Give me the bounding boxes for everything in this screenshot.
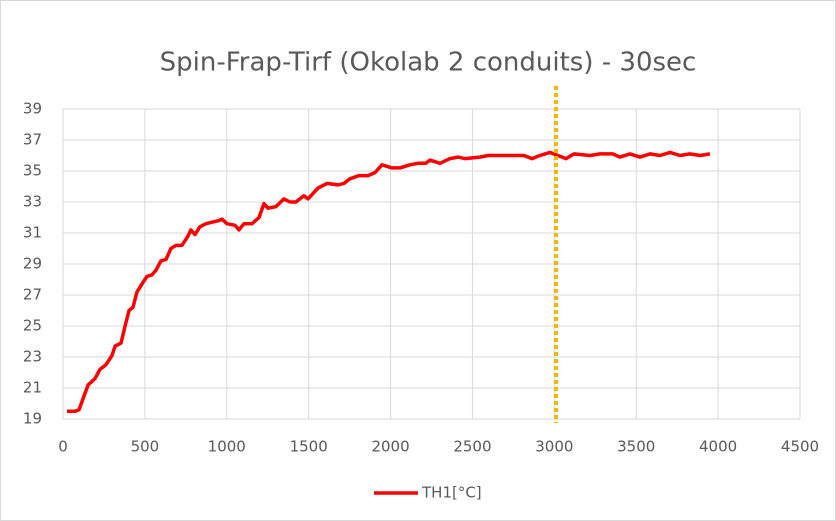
data-line — [66, 150, 711, 414]
y-tick-label: 29 — [23, 255, 42, 273]
x-tick-label: 4000 — [699, 438, 737, 456]
y-tick-label: 31 — [23, 224, 42, 242]
x-tick-label: 1000 — [208, 438, 246, 456]
y-tick-label: 19 — [23, 410, 42, 428]
y-tick-label: 33 — [23, 193, 42, 211]
x-tick-label: 4500 — [781, 438, 819, 456]
y-tick-label: 27 — [23, 286, 42, 304]
y-tick-label: 25 — [23, 317, 42, 335]
x-tick-label: 500 — [131, 438, 160, 456]
chart-title: Spin-Frap-Tirf (Okolab 2 conduits) - 30s… — [160, 48, 697, 78]
x-tick-label: 2000 — [371, 438, 409, 456]
x-tick-label: 1500 — [290, 438, 328, 456]
y-tick-label: 35 — [23, 162, 42, 180]
legend-label: TH1[°C] — [421, 484, 482, 502]
x-tick-label: 0 — [58, 438, 68, 456]
y-tick-label: 21 — [23, 379, 42, 397]
y-tick-label: 37 — [23, 131, 42, 149]
x-tick-label: 3000 — [535, 438, 573, 456]
y-tick-label: 23 — [23, 348, 42, 366]
y-tick-label: 39 — [23, 100, 42, 118]
x-tick-label: 3500 — [617, 438, 655, 456]
x-tick-label: 2500 — [453, 438, 491, 456]
